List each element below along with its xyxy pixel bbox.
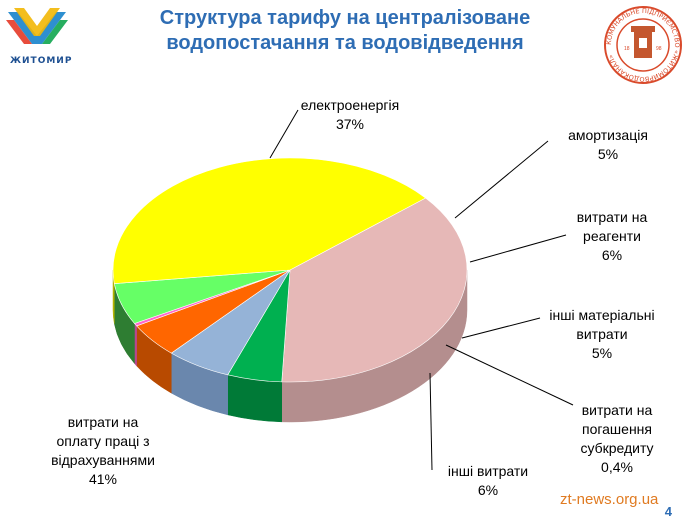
slice-label-4: витрати на <box>582 402 653 418</box>
slice-value-label-0: 37% <box>336 116 364 132</box>
leader-line-2 <box>469 234 567 263</box>
slice-label-1: амортизація <box>568 127 648 143</box>
slice-value-label-1: 5% <box>598 146 618 162</box>
slice-value-label-4: 0,4% <box>601 459 633 475</box>
company-logo-year-2: 98 <box>656 46 662 52</box>
city-logo: ЖИТОМИР <box>4 6 74 68</box>
slice-label-5: інші витрати <box>448 463 528 479</box>
slice-value-label-5: 6% <box>478 482 498 498</box>
leader-line-0 <box>269 109 299 159</box>
company-logo-year-1: 18 <box>624 46 630 52</box>
pie-side-1 <box>227 374 283 423</box>
slice-label-2: витрати на <box>577 209 648 225</box>
title-line-1: Структура тарифу на централізоване <box>159 7 531 29</box>
slice-value-label-6: 41% <box>89 471 117 487</box>
page-title: Структура тарифу на централізоване водоп… <box>90 6 600 56</box>
company-logo: КОМУНАЛЬНЕ ПІДПРИЄМСТВО «ЖИТОМИРВОДОКАНА… <box>602 4 684 86</box>
leader-line-1 <box>454 140 549 219</box>
slice-label-3: витрати <box>576 326 627 342</box>
leader-line-5 <box>429 372 433 471</box>
slice-label-2: реагенти <box>583 228 641 244</box>
slice-label-3: інші матеріальні <box>549 307 654 323</box>
slice-label-4: субкредиту <box>580 440 653 456</box>
slice-value-label-3: 5% <box>592 345 612 361</box>
slice-label-4: погашення <box>582 421 652 437</box>
pie-slice-6 <box>112 157 427 284</box>
slice-value-label-2: 6% <box>602 247 622 263</box>
watermark: zt-news.org.ua <box>560 491 659 508</box>
slice-label-0: електроенергія <box>301 97 399 113</box>
slice-label-6: витрати на <box>68 414 139 430</box>
pie-side-4 <box>134 322 137 367</box>
slide-number: 4 <box>664 504 672 519</box>
slice-label-6: оплату праці з <box>56 433 149 449</box>
leader-line-4 <box>445 344 574 406</box>
city-logo-text: ЖИТОМИР <box>10 56 73 66</box>
leader-line-3 <box>461 317 541 339</box>
slice-label-6: відрахуваннями <box>51 452 155 468</box>
pie-slice-0 <box>281 197 468 383</box>
title-line-2: водопостачання та водовідведення <box>166 32 524 54</box>
